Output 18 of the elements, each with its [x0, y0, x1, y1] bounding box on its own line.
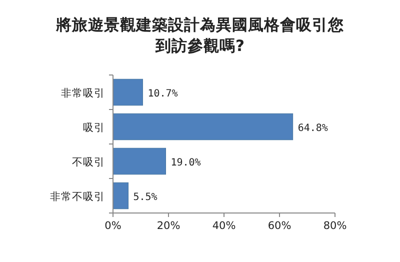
y-tick-label: 不吸引 [72, 156, 105, 168]
x-tick-label: 20% [156, 220, 180, 232]
bar [112, 182, 129, 210]
bar [112, 148, 166, 175]
bar [112, 78, 143, 106]
y-tick-label: 吸引 [83, 122, 105, 134]
x-tick-label: 80% [323, 220, 347, 232]
data-label: 5.5% [133, 192, 158, 203]
data-label: 10.7% [148, 88, 178, 100]
y-tick-label: 非常不吸引 [50, 190, 105, 203]
data-label: 19.0% [170, 157, 201, 168]
chart-title: 將旅遊景觀建築設計為異國風格會吸引您到訪參觀嗎? [55, 16, 345, 55]
y-tick-label: 非常吸引 [61, 86, 105, 100]
x-tick-label: 0% [104, 220, 122, 232]
x-tick-label: 40% [212, 220, 236, 232]
x-tick-label: 60% [268, 220, 292, 232]
data-label: 64.8% [298, 122, 328, 134]
bar [112, 113, 294, 140]
